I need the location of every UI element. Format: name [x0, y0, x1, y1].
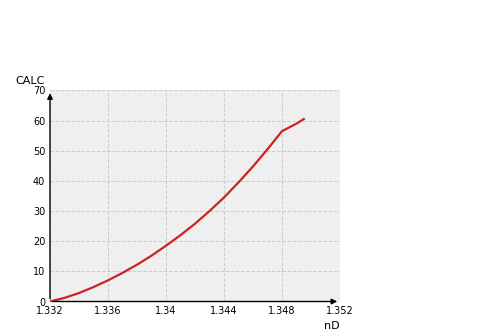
X-axis label: nD: nD	[324, 321, 340, 331]
Text: Chemical curve: Ammonium hydroxide R.I. per Conc. % b.w. at
Ref. Temp. of 20°C: Chemical curve: Ammonium hydroxide R.I. …	[6, 18, 408, 42]
Y-axis label: CALC: CALC	[16, 76, 44, 86]
